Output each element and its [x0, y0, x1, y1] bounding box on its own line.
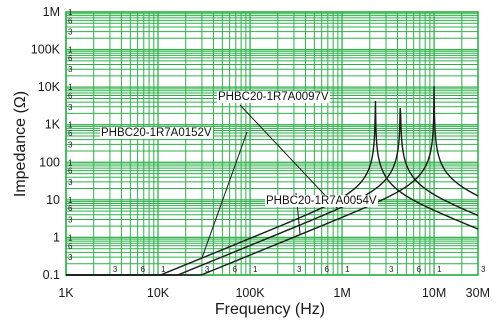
y-minor-tick-label: 6	[68, 204, 73, 213]
y-minor-tick-label: 6	[68, 242, 73, 251]
y-tick-label: 100	[39, 155, 60, 169]
x-minor-tick-label: 1	[161, 265, 166, 274]
y-minor-tick-label: 1	[68, 83, 73, 92]
y-minor-tick-label: 6	[68, 91, 73, 100]
y-minor-tick-label: 3	[68, 253, 73, 262]
y-minor-tick-label: 6	[68, 54, 73, 63]
y-minor-tick-label: 3	[68, 216, 73, 225]
y-minor-tick-label: 1	[68, 196, 73, 205]
y-minor-tick-label: 3	[68, 178, 73, 187]
y-minor-tick-label: 1	[68, 158, 73, 167]
x-minor-tick-label: 6	[417, 265, 422, 274]
y-minor-tick-label: 3	[68, 28, 73, 37]
series-line	[66, 86, 479, 276]
series-label: PHBC20-1R7A0054V	[266, 195, 377, 207]
y-tick-label: 1M	[43, 5, 60, 19]
y-axis-title: Impedance (Ω)	[12, 91, 29, 197]
y-tick-label: 1K	[45, 118, 61, 132]
series-label: PHBC20-1R7A0097V	[218, 91, 329, 103]
series-label: PHBC20-1R7A0152V	[101, 127, 212, 139]
series-label-background	[217, 91, 330, 103]
major-tick-labels: 0.1 1 10 100 1K 10K 100K 1M 1K 10K 100K 1M 10M 30M	[31, 5, 490, 300]
x-minor-tick-label: 3	[113, 265, 118, 274]
y-minor-tick-label: 6	[68, 129, 73, 138]
x-tick-label: 30M	[466, 286, 490, 300]
x-tick-label: 1M	[333, 286, 350, 300]
y-minor-tick-label: 3	[68, 103, 73, 112]
x-minor-tick-label: 6	[325, 265, 330, 274]
x-axis-title: Frequency (Hz)	[215, 301, 325, 318]
series-annotations: PHBC20-1R7A0097V PHBC20-1R7A0152V PHBC20-1…	[100, 91, 378, 259]
y-minor-tick-label: 3	[68, 65, 73, 74]
y-tick-label: 10	[46, 193, 60, 207]
y-minor-tick-label: 1	[68, 121, 73, 130]
x-tick-label: 1K	[58, 286, 74, 300]
y-minor-tick-label: 1	[68, 8, 73, 17]
leader-line	[201, 131, 248, 259]
y-minor-tick-label: 6	[68, 16, 73, 25]
x-minor-tick-label: 3	[297, 265, 302, 274]
y-tick-label: 0.1	[43, 268, 60, 282]
series-label-background	[265, 195, 378, 207]
y-tick-label: 100K	[31, 43, 61, 57]
x-minor-tick-label: 1	[345, 265, 350, 274]
x-minor-tick-label: 3	[481, 265, 486, 274]
x-minor-tick-label: 6	[233, 265, 238, 274]
x-tick-label: 10M	[422, 286, 446, 300]
x-tick-label: 10K	[147, 286, 170, 300]
y-tick-label: 10K	[38, 80, 61, 94]
x-minor-tick-label: 1	[437, 265, 442, 274]
x-minor-tick-label: 6	[141, 265, 146, 274]
x-minor-tick-label: 1	[253, 265, 258, 274]
y-minor-tick-label: 6	[68, 167, 73, 176]
y-minor-tick-label: 3	[68, 140, 73, 149]
y-minor-tick-label: 1	[68, 46, 73, 55]
y-minor-tick-label: 1	[68, 233, 73, 242]
impedance-curves	[66, 86, 479, 276]
leader-line	[239, 104, 339, 210]
grid	[65, 11, 479, 276]
x-minor-tick-label: 3	[389, 265, 394, 274]
plot-frame	[65, 11, 479, 276]
x-tick-label: 100K	[235, 286, 265, 300]
x-minor-tick-label: 3	[205, 265, 210, 274]
series-label-background	[100, 127, 213, 139]
y-tick-label: 1	[53, 230, 60, 244]
